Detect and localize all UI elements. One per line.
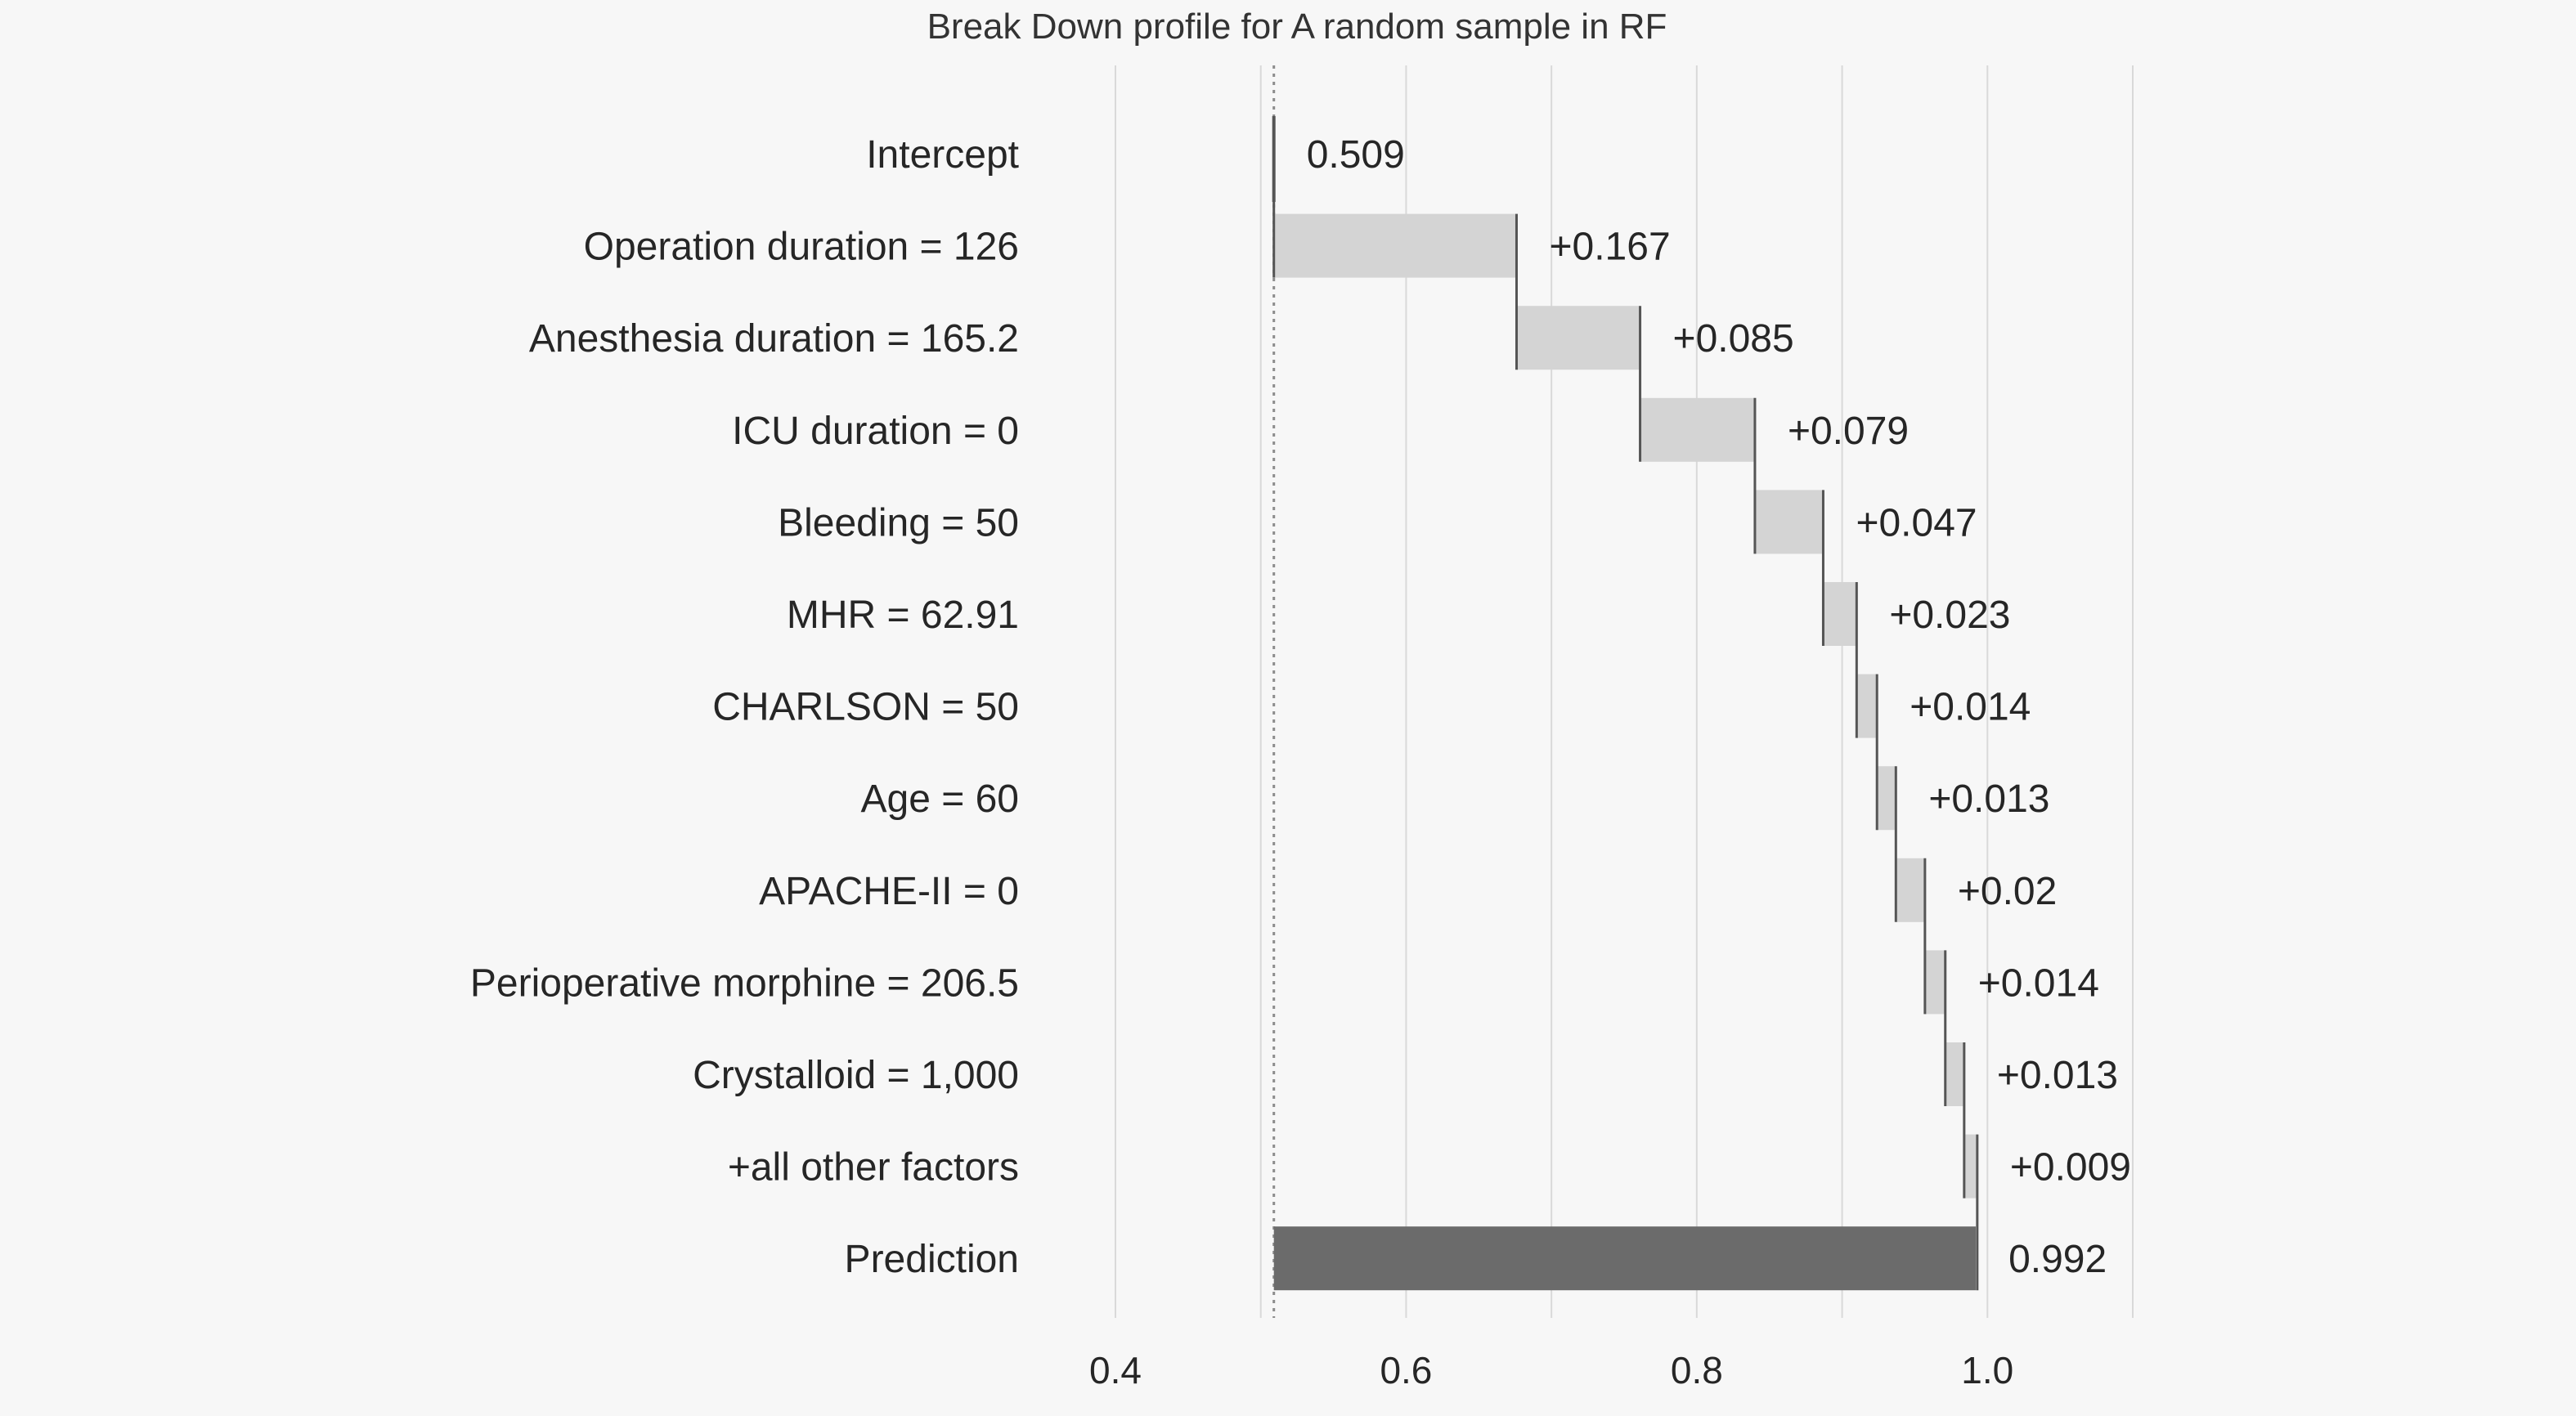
- value-label: +0.013: [1928, 777, 2049, 821]
- contribution-bar: [1924, 950, 1945, 1015]
- category-label: Bleeding = 50: [778, 501, 1019, 544]
- category-label: Crystalloid = 1,000: [693, 1054, 1019, 1097]
- value-label: +0.014: [1910, 686, 2031, 729]
- category-label: Perioperative morphine = 206.5: [470, 961, 1019, 1005]
- value-label: +0.023: [1889, 594, 2010, 637]
- contribution-bar: [1823, 582, 1857, 646]
- value-label: +0.009: [2010, 1146, 2131, 1190]
- contribution-bar: [1945, 1042, 1964, 1106]
- value-label: +0.079: [1788, 410, 1909, 453]
- category-label: +all other factors: [728, 1146, 1019, 1190]
- category-label: MHR = 62.91: [787, 594, 1019, 637]
- value-label: +0.085: [1673, 317, 1794, 361]
- contribution-bar: [1640, 397, 1755, 462]
- category-label: Prediction: [845, 1238, 1019, 1281]
- value-label: 0.992: [2008, 1238, 2107, 1281]
- value-label: 0.509: [1307, 133, 1405, 177]
- contribution-bar: [1877, 766, 1896, 831]
- contribution-bar: [1896, 858, 1925, 922]
- value-label: +0.013: [1997, 1054, 2118, 1097]
- category-label: Intercept: [866, 133, 1019, 177]
- value-label: +0.014: [1978, 961, 2099, 1005]
- category-label: ICU duration = 0: [732, 410, 1019, 453]
- x-tick-label: 0.6: [1380, 1349, 1432, 1391]
- prediction-bar: [1273, 1226, 1977, 1291]
- category-label: Operation duration = 126: [584, 226, 1019, 269]
- contribution-bar: [1273, 213, 1517, 278]
- chart-title: Break Down profile for A random sample i…: [927, 7, 1667, 47]
- category-label: CHARLSON = 50: [712, 686, 1019, 729]
- x-tick-label: 0.8: [1671, 1349, 1723, 1391]
- contribution-bar: [1516, 306, 1640, 370]
- x-tick-label: 1.0: [1961, 1349, 2013, 1391]
- contribution-bar: [1856, 674, 1878, 738]
- x-tick-label: 0.4: [1089, 1349, 1142, 1391]
- category-label: Anesthesia duration = 165.2: [529, 317, 1019, 361]
- category-label: APACHE-II = 0: [759, 870, 1019, 913]
- contribution-bar: [1963, 1134, 1977, 1199]
- category-label: Age = 60: [861, 777, 1020, 821]
- value-label: +0.047: [1856, 501, 1977, 544]
- value-label: +0.167: [1549, 226, 1670, 269]
- value-label: +0.02: [1958, 870, 2057, 913]
- contribution-bar: [1754, 490, 1824, 554]
